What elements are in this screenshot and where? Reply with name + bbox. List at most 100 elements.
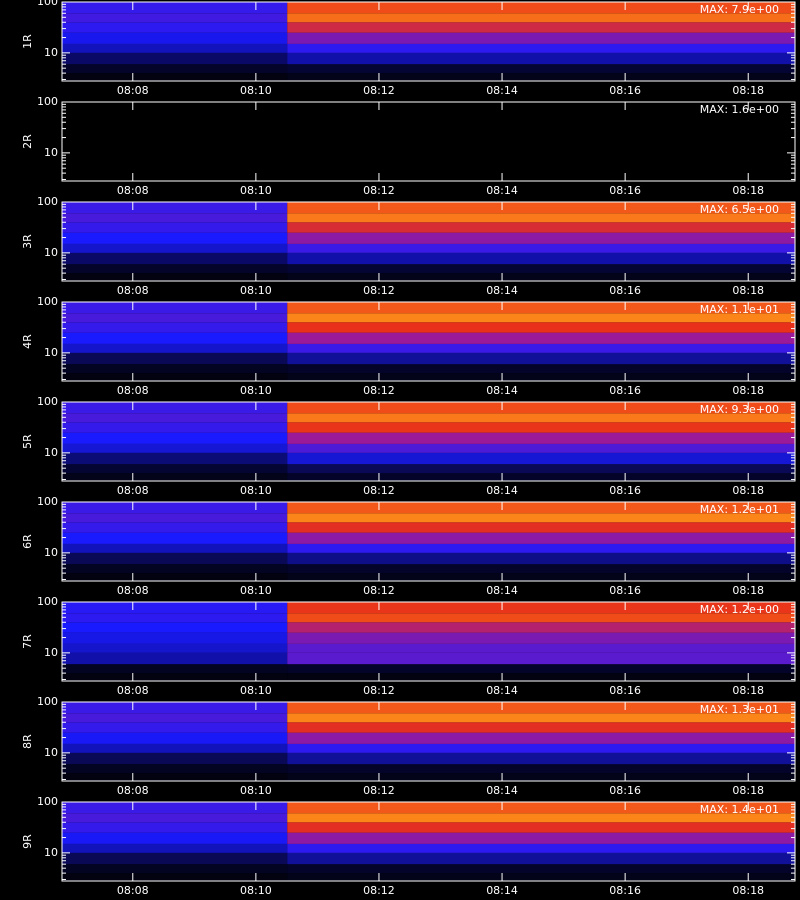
x-tick-label: 08:12 [363,684,395,697]
cell [287,43,795,53]
cell [287,232,795,244]
cell [62,532,288,544]
cell [287,502,795,514]
y-axis-label: 4R [21,334,34,349]
plot-frame [61,1,796,82]
cell [287,822,795,833]
cell [62,702,288,714]
cell [287,113,795,123]
cell [62,732,288,744]
cell [62,2,288,14]
cell [287,422,795,433]
cell [62,273,288,281]
cell [62,13,288,23]
y-tick-label: 100 [37,795,58,808]
plot-frame [61,201,796,282]
x-tick-label: 08:12 [363,784,395,797]
x-tick-label: 08:16 [609,384,641,397]
y-tick-label: 100 [37,0,58,8]
cell [62,202,288,214]
cell [287,673,795,681]
x-tick-label: 08:08 [117,484,149,497]
y-axis-label: 7R [21,634,34,649]
x-tick-label: 08:18 [732,484,764,497]
cell [287,273,795,281]
cell [287,322,795,333]
cell [287,873,795,881]
cell [62,764,288,774]
cell [62,43,288,53]
x-tick-label: 08:16 [609,784,641,797]
cell [287,64,795,74]
x-tick-label: 08:08 [117,384,149,397]
cell [62,632,288,644]
x-tick-label: 08:16 [609,584,641,597]
x-tick-label: 08:18 [732,584,764,597]
cell [62,102,288,114]
y-tick-label: 10 [44,746,58,759]
cell [287,602,795,614]
cell [287,152,795,165]
cell [287,752,795,765]
y-tick-label: 10 [44,246,58,259]
cell [287,452,795,465]
cell [287,713,795,723]
max-annotation: MAX: 1.6e+00 [700,103,779,116]
max-annotation: MAX: 1.4e+01 [700,803,779,816]
cell [62,452,288,465]
cell [287,202,795,214]
cell [287,413,795,423]
y-tick-label: 100 [37,595,58,608]
y-tick-label: 100 [37,295,58,308]
cell [62,252,288,265]
y-axis-label: 6R [21,534,34,549]
cell [62,364,288,374]
x-tick-label: 08:18 [732,784,764,797]
cell [287,473,795,481]
x-tick-label: 08:14 [486,784,518,797]
cell [62,322,288,333]
cell [287,652,795,665]
y-tick-label: 10 [44,46,58,59]
cell [287,313,795,323]
cell [62,832,288,844]
max-annotation: MAX: 9.3e+00 [700,403,779,416]
x-tick-label: 08:12 [363,584,395,597]
cell [62,573,288,581]
cell [287,364,795,374]
x-tick-label: 08:14 [486,184,518,197]
cell [62,143,288,153]
x-tick-label: 08:14 [486,384,518,397]
plot-frame [61,501,796,582]
cell [62,802,288,814]
cell [62,22,288,33]
y-axis-label: 9R [21,834,34,849]
x-tick-label: 08:14 [486,284,518,297]
cell [62,232,288,244]
x-tick-label: 08:18 [732,284,764,297]
y-tick-label: 10 [44,446,58,459]
cell [287,302,795,314]
x-tick-label: 08:08 [117,284,149,297]
cell [62,852,288,865]
plot-frame [61,601,796,682]
cell [287,132,795,144]
cell [287,513,795,523]
cell [287,2,795,14]
cell [62,464,288,474]
x-tick-label: 08:16 [609,484,641,497]
cell [287,222,795,233]
cell [287,732,795,744]
y-axis-label: 1R [21,34,34,49]
max-annotation: MAX: 1.1e+01 [700,303,779,316]
cell [62,113,288,123]
cell [62,32,288,44]
cell [62,664,288,674]
cell [287,13,795,23]
y-tick-label: 10 [44,346,58,359]
cell [62,332,288,344]
plot-frame [61,401,796,482]
x-tick-label: 08:12 [363,484,395,497]
x-tick-label: 08:08 [117,684,149,697]
cell [62,773,288,781]
